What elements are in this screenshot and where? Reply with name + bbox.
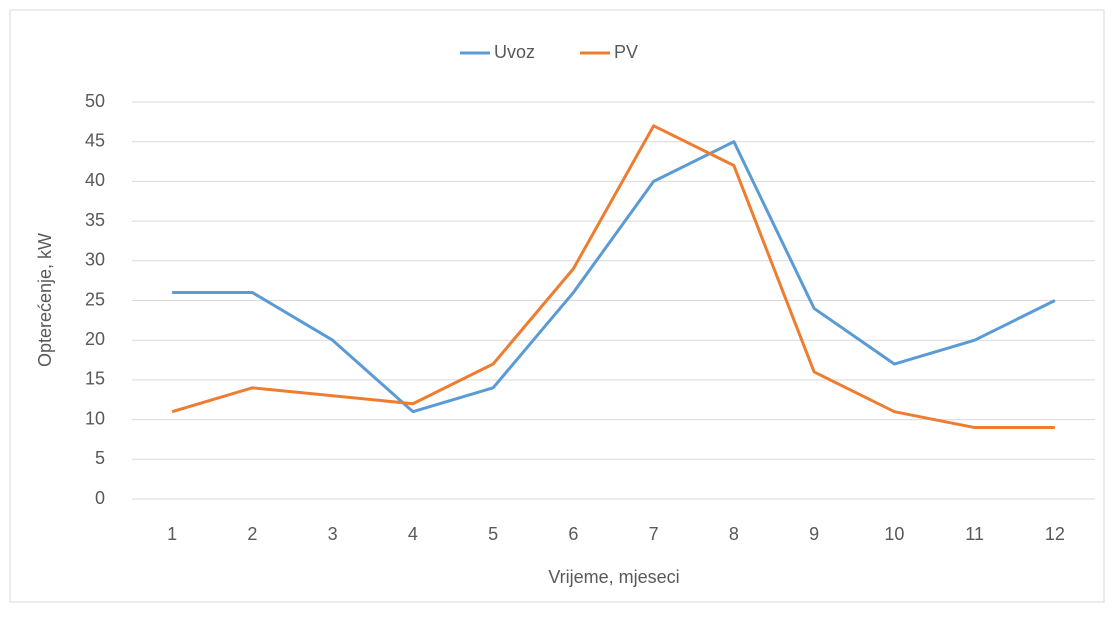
y-tick-label: 50 (85, 91, 105, 111)
x-tick-label: 4 (408, 524, 418, 544)
x-tick-label: 7 (649, 524, 659, 544)
x-tick-label: 9 (809, 524, 819, 544)
x-tick-label: 12 (1045, 524, 1065, 544)
x-tick-label: 10 (884, 524, 904, 544)
y-tick-label: 40 (85, 170, 105, 190)
x-tick-label: 1 (167, 524, 177, 544)
y-tick-label: 20 (85, 329, 105, 349)
x-axis-label: Vrijeme, mjeseci (548, 567, 679, 587)
x-tick-label: 11 (965, 524, 984, 544)
y-tick-label: 10 (85, 408, 105, 428)
y-tick-label: 30 (85, 250, 105, 270)
x-tick-label: 8 (729, 524, 739, 544)
legend-label: PV (614, 42, 638, 62)
y-tick-label: 5 (95, 448, 105, 468)
chart-border (9, 9, 1105, 603)
y-tick-label: 35 (85, 210, 105, 230)
line (172, 140, 1056, 414)
y-tick-label: 0 (95, 488, 105, 508)
y-axis-label: Opterećenje, kW (35, 233, 55, 367)
legend-label: Uvoz (494, 42, 535, 62)
line (171, 124, 1055, 430)
y-tick-label: 45 (85, 130, 105, 150)
x-tick-label: 2 (247, 524, 257, 544)
y-tick-label: 15 (85, 369, 105, 389)
x-tick-label: 5 (488, 524, 498, 544)
x-tick-label: 3 (328, 524, 338, 544)
x-tick-label: 6 (568, 524, 578, 544)
y-tick-label: 25 (85, 289, 105, 309)
